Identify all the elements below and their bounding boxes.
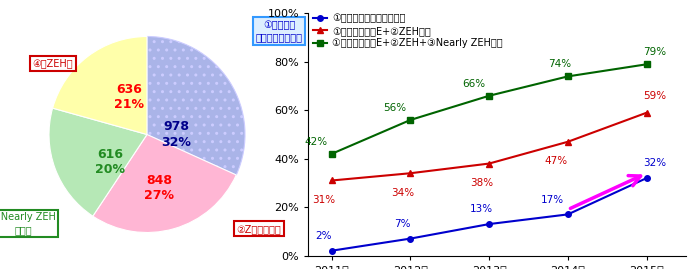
Text: ③Nearly ZEH
相当邸: ③Nearly ZEH 相当邸 xyxy=(0,213,55,235)
Wedge shape xyxy=(93,134,237,232)
Text: 848
27%: 848 27% xyxy=(144,174,174,202)
Text: 34%: 34% xyxy=(391,188,414,198)
Text: 42%: 42% xyxy=(304,137,328,147)
Text: ②ZＥＨ相当邸: ②ZＥＨ相当邸 xyxy=(237,224,281,234)
Text: 13%: 13% xyxy=(470,204,493,214)
Text: 2%: 2% xyxy=(316,231,332,241)
Text: 978
32%: 978 32% xyxy=(162,121,191,148)
Legend: ①家電込みゼロエネルギー, ①家電込みゼ゚E+②ZEH相当, ①家電込みゼ゚E+②ZEH+③Nearly ZEH相当: ①家電込みゼロエネルギー, ①家電込みゼ゚E+②ZEH相当, ①家電込みゼ゚E+… xyxy=(313,13,503,48)
Text: 38%: 38% xyxy=(470,178,493,188)
Text: 636
21%: 636 21% xyxy=(114,83,144,111)
Text: 7%: 7% xyxy=(394,219,411,229)
Wedge shape xyxy=(147,37,245,175)
Text: 56%: 56% xyxy=(383,103,406,113)
Text: 17%: 17% xyxy=(540,195,564,205)
Text: 32%: 32% xyxy=(643,158,666,168)
Wedge shape xyxy=(52,37,147,134)
Wedge shape xyxy=(49,108,147,216)
Text: ①家電込み
ゼロエネルギー邸: ①家電込み ゼロエネルギー邸 xyxy=(256,20,303,42)
Text: 47%: 47% xyxy=(545,156,568,166)
Text: 616
20%: 616 20% xyxy=(94,148,125,176)
Text: 59%: 59% xyxy=(643,91,666,101)
Text: 79%: 79% xyxy=(643,47,666,57)
Text: 66%: 66% xyxy=(462,79,485,89)
Text: 74%: 74% xyxy=(548,59,572,69)
Text: ④非ZEH邸: ④非ZEH邸 xyxy=(33,58,74,68)
Text: 31%: 31% xyxy=(312,195,335,205)
